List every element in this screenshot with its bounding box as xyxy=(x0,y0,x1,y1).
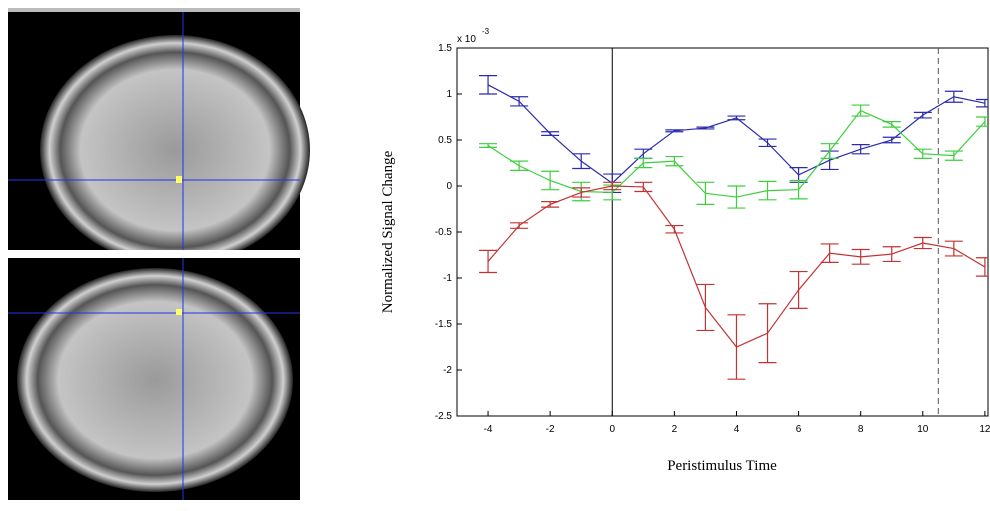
error-bar xyxy=(758,138,777,148)
error-bar xyxy=(727,115,746,121)
error-bar xyxy=(665,155,684,167)
error-bar xyxy=(975,116,988,127)
sagittal-brain xyxy=(40,35,310,265)
error-bar xyxy=(634,157,653,169)
error-bar xyxy=(510,160,529,171)
error-bar xyxy=(944,240,963,257)
x-tick-label: 12 xyxy=(979,424,990,435)
y-tick-label: -0.5 xyxy=(435,227,453,238)
voxel xyxy=(176,309,182,315)
error-bar xyxy=(975,257,988,277)
y-tick-label: 0 xyxy=(446,181,452,192)
error-bar xyxy=(851,104,870,117)
error-bar xyxy=(696,283,715,332)
plot-area xyxy=(456,47,989,417)
error-bar xyxy=(975,98,988,108)
y-axis-label: Normalized Signal Change xyxy=(380,150,396,313)
error-bar xyxy=(572,153,591,170)
error-bar xyxy=(634,181,653,193)
error-bar xyxy=(541,131,560,136)
y-tick-label: -1 xyxy=(443,273,452,284)
error-bar xyxy=(665,224,684,234)
error-bar xyxy=(696,181,715,205)
axial-brain xyxy=(17,268,293,492)
x-tick-label: 2 xyxy=(672,424,678,435)
axis-exponent: -3 xyxy=(482,27,490,36)
error-bar xyxy=(572,187,591,198)
error-bar xyxy=(851,144,870,155)
x-tick-label: 0 xyxy=(609,424,615,435)
error-bar xyxy=(479,249,498,274)
error-bar xyxy=(820,243,839,263)
y-tick-label: -2.5 xyxy=(435,411,453,422)
error-bar xyxy=(758,180,777,201)
error-bar xyxy=(758,303,777,364)
error-bar xyxy=(913,148,932,159)
x-tick-label: 10 xyxy=(917,424,929,435)
error-bar xyxy=(541,170,560,191)
y-tick-label: 0.5 xyxy=(438,135,452,146)
error-bar xyxy=(913,111,932,119)
error-bar xyxy=(944,90,963,103)
voxel xyxy=(176,176,182,183)
error-bar xyxy=(882,136,901,144)
axis-multiplier: x 10 xyxy=(457,34,476,45)
error-bar xyxy=(727,314,746,380)
error-bar xyxy=(665,129,684,133)
error-bar xyxy=(789,270,808,309)
error-bar xyxy=(882,121,901,128)
y-tick-label: 1 xyxy=(446,89,452,100)
error-bar xyxy=(479,75,498,95)
error-bar xyxy=(696,126,715,130)
error-bar xyxy=(727,185,746,209)
x-tick-label: -4 xyxy=(484,424,493,435)
error-bar xyxy=(851,248,870,265)
error-bar xyxy=(882,246,901,263)
error-bar xyxy=(603,181,622,191)
error-bar xyxy=(541,201,560,208)
x-axis-label: Peristimulus Time xyxy=(667,458,777,474)
y-tick-label: 1.5 xyxy=(438,43,452,54)
x-tick-label: 6 xyxy=(796,424,802,435)
x-tick-label: -2 xyxy=(546,424,555,435)
error-bar xyxy=(510,96,529,107)
error-bar xyxy=(944,150,963,161)
y-tick-label: -2 xyxy=(443,365,452,376)
error-bar xyxy=(479,143,498,148)
brain-images xyxy=(8,8,310,500)
plot xyxy=(479,48,988,416)
slider xyxy=(8,8,300,12)
y-tick-label: -1.5 xyxy=(435,319,453,330)
x-tick-label: 8 xyxy=(858,424,864,435)
error-bar xyxy=(820,143,839,159)
error-bar xyxy=(789,179,808,200)
error-bar xyxy=(913,236,932,250)
error-bar xyxy=(510,222,529,229)
x-tick-label: 4 xyxy=(734,424,740,435)
